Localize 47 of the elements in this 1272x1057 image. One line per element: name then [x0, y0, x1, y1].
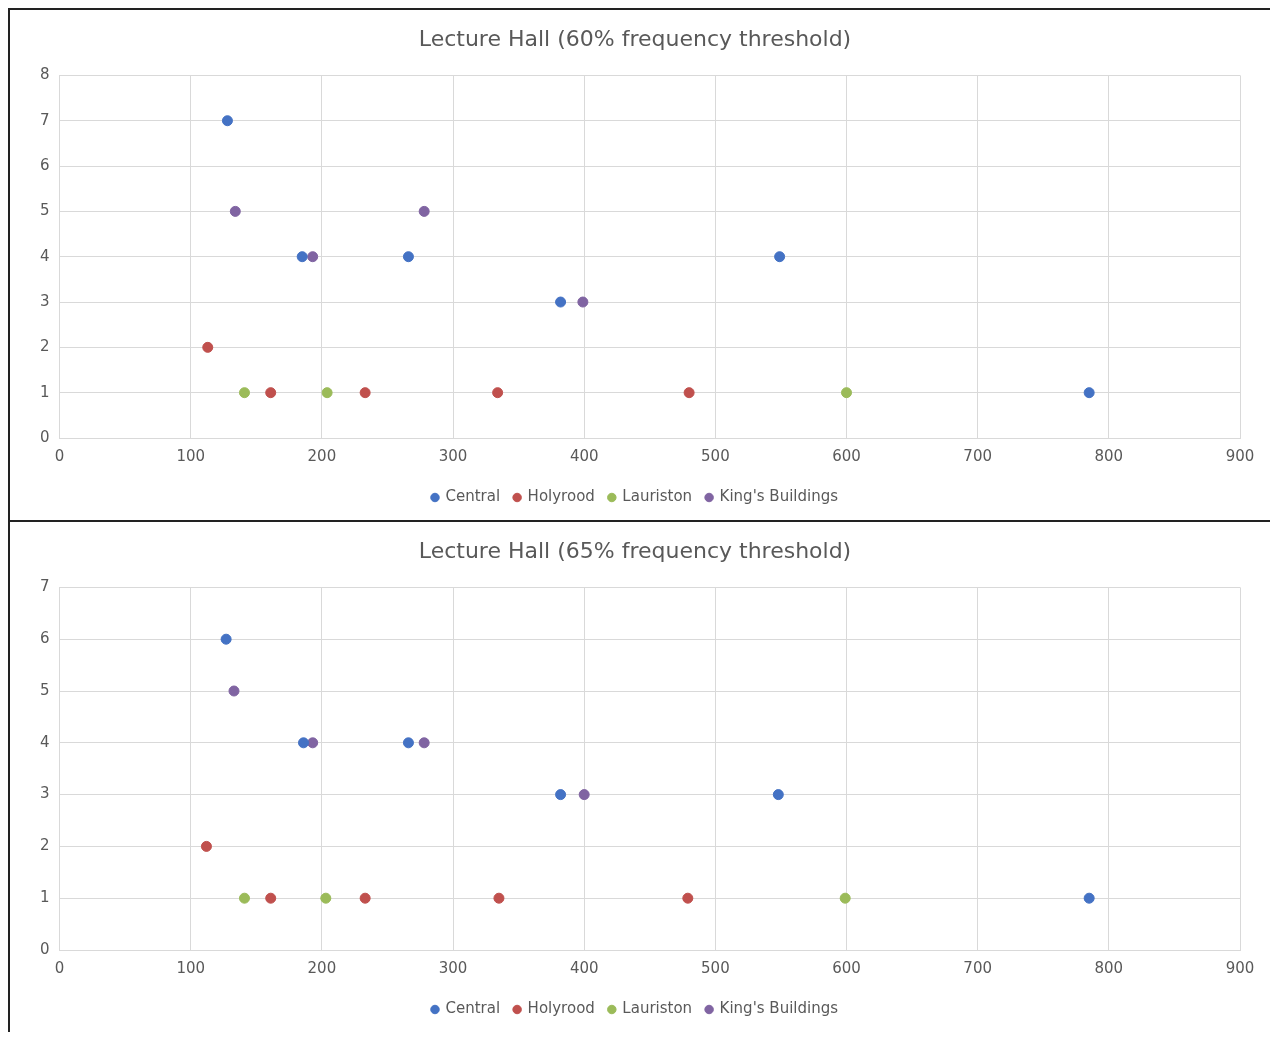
- y-tick-label: 3: [40, 291, 50, 310]
- x-tick-label: 700: [963, 958, 992, 977]
- y-tick-label: 1: [40, 888, 50, 907]
- legend-label: King's Buildings: [719, 487, 839, 506]
- y-tick-label: 2: [40, 836, 50, 855]
- legend-label: Lauriston: [622, 999, 693, 1018]
- y-tick-label: 8: [40, 65, 50, 84]
- x-tick-label: 900: [1225, 446, 1255, 465]
- x-tick-label: 700: [963, 446, 992, 465]
- y-tick-label: 6: [40, 629, 50, 648]
- legend-label: Holyrood: [527, 999, 595, 1018]
- y-tick-label: 2: [40, 337, 50, 356]
- y-tick-label: 4: [40, 246, 50, 265]
- x-tick-label: 500: [701, 446, 730, 465]
- y-tick-label: 0: [40, 427, 50, 446]
- x-tick-label: 0: [54, 446, 65, 465]
- legend-label: Central: [445, 999, 501, 1018]
- x-tick-label: 200: [307, 446, 337, 465]
- x-tick-label: 900: [1225, 958, 1255, 977]
- x-tick-label: 600: [832, 958, 861, 977]
- x-tick-label: 300: [438, 958, 468, 977]
- y-tick-label: 3: [40, 784, 50, 803]
- x-tick-label: 100: [176, 446, 206, 465]
- x-tick-label: 800: [1094, 446, 1124, 465]
- y-tick-label: 5: [40, 680, 50, 699]
- y-tick-label: 0: [40, 939, 50, 958]
- y-tick-label: 1: [40, 382, 50, 401]
- y-tick-label: 6: [40, 155, 50, 174]
- x-tick-label: 600: [832, 446, 861, 465]
- chart-title: Lecture Hall (65% frequency threshold): [418, 537, 852, 563]
- y-tick-label: 5: [40, 201, 50, 220]
- x-tick-label: 200: [307, 958, 337, 977]
- legend-label: Lauriston: [622, 487, 693, 506]
- legend-label: Central: [445, 487, 501, 506]
- x-tick-label: 400: [569, 958, 599, 977]
- chart-title: Lecture Hall (60% frequency threshold): [418, 25, 852, 51]
- y-tick-label: 4: [40, 732, 50, 751]
- legend-label: King's Buildings: [719, 999, 839, 1018]
- x-tick-label: 300: [438, 446, 468, 465]
- x-tick-label: 500: [701, 958, 730, 977]
- legend-label: Holyrood: [527, 487, 595, 506]
- x-tick-label: 0: [54, 958, 65, 977]
- x-tick-label: 400: [569, 446, 599, 465]
- y-tick-label: 7: [40, 577, 50, 596]
- x-tick-label: 800: [1094, 958, 1124, 977]
- x-tick-label: 100: [176, 958, 206, 977]
- y-tick-label: 7: [40, 110, 50, 129]
